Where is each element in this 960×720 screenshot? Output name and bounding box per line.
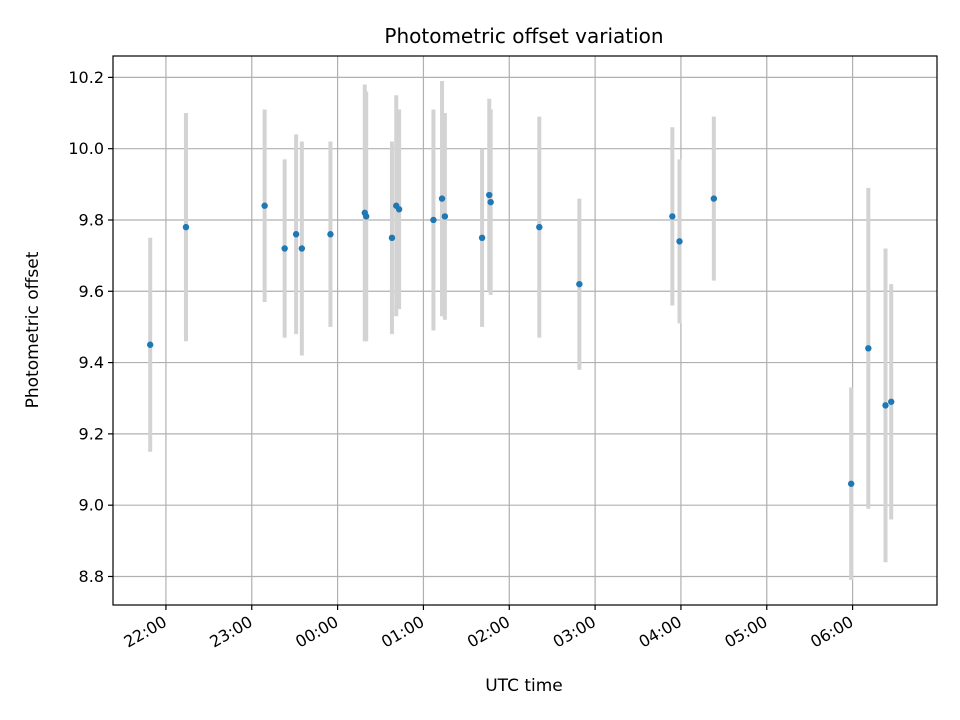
data-point [146, 341, 154, 348]
chart-title: Photometric offset variation [384, 24, 663, 48]
y-tick-label: 8.8 [79, 567, 104, 586]
y-tick-label: 9.0 [79, 496, 104, 515]
data-point [669, 213, 676, 220]
data-point [327, 231, 334, 238]
data-point [182, 223, 190, 231]
data-point [298, 245, 306, 252]
data-point [395, 206, 403, 213]
data-point [882, 402, 889, 409]
x-axis-title: UTC time [485, 676, 563, 696]
y-tick-label: 9.4 [79, 353, 104, 372]
data-point [430, 216, 437, 224]
y-axis-title: Photometric offset [23, 251, 43, 408]
data-point [710, 195, 718, 202]
y-tick-label: 9.8 [79, 210, 104, 229]
data-point [281, 245, 288, 252]
data-point [292, 231, 300, 238]
data-point [536, 223, 543, 231]
data-point [261, 202, 268, 209]
y-tick-label: 9.6 [79, 282, 104, 301]
data-point [865, 345, 872, 352]
grid-lines [113, 56, 937, 605]
data-point [478, 234, 486, 242]
y-tick-label: 10.2 [68, 68, 104, 87]
data-point [438, 195, 446, 202]
data-point [676, 238, 683, 245]
data-point [486, 191, 493, 199]
plot-area-frame [112, 55, 938, 606]
data-point [487, 198, 494, 206]
y-tick-label: 10.0 [68, 139, 104, 158]
data-point [388, 234, 396, 242]
data-point [363, 213, 370, 220]
data-point [576, 280, 583, 288]
y-axis-ticks: 8.8 9.0 9.2 9.4 9.6 9.8 10.0 10.2 [68, 68, 113, 586]
data-points [146, 191, 895, 487]
data-point [888, 398, 895, 405]
y-tick-label: 9.2 [79, 424, 104, 443]
data-point [847, 480, 855, 487]
data-point [441, 213, 449, 220]
